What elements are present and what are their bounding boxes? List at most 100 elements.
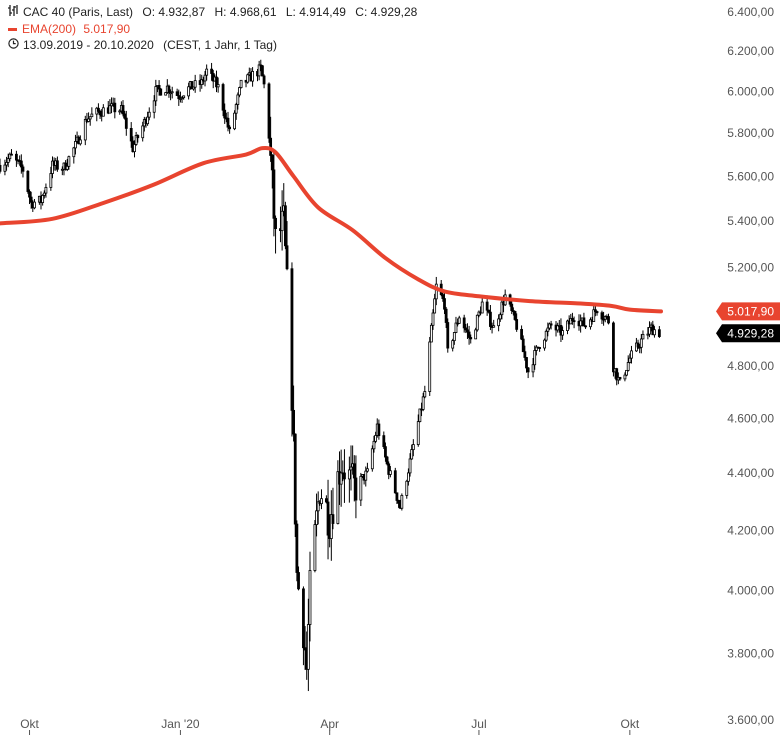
candle-body [618,376,622,380]
candle-body [97,107,100,112]
candle-body [113,102,117,113]
candle-body [175,91,179,96]
candle-body [295,523,299,573]
candle-body [270,155,274,171]
candle-body [272,169,276,219]
candle-body [500,301,504,316]
y-tick-label: 3.800,00 [727,646,774,660]
candle-body [653,329,656,336]
candle-body [469,337,473,340]
candle-body [33,201,36,209]
ema-value: 5.017,90 [83,22,131,36]
candle-body [257,64,261,77]
candle-body [28,191,31,198]
candle-body [457,317,461,324]
candle-body [384,446,387,458]
candle-body [423,391,427,398]
candle-body [200,79,204,85]
candle-body [51,160,54,174]
candle-body [261,65,264,77]
candle-body [60,168,64,171]
candle-body [441,294,445,299]
candle-body [193,80,197,88]
ema-price-badge-bg [716,302,780,321]
candle-body [292,409,295,435]
candle-body [146,116,150,125]
candle-body [538,347,542,349]
candle-body [548,323,551,329]
candle-body [364,470,368,481]
candle-body [377,423,381,437]
candle-body [343,472,346,480]
y-tick-label: 4.400,00 [727,466,774,480]
candle-body [584,325,587,328]
candle-body [182,95,186,99]
candle-body [636,342,640,348]
candle-body [607,316,610,324]
candle-body [592,309,596,322]
candle-body [274,217,277,230]
candle-body [487,309,491,313]
candle-body [593,309,597,312]
ema-name: EMA(200) [22,22,77,36]
candle-body [431,312,435,326]
legend-range-row: 13.09.2019 - 20.10.2020 (CEST, 1 Jahr, 1… [6,38,277,52]
candle-body [306,624,310,670]
candle-body [639,338,643,348]
candle-body [44,187,48,194]
close-value: 4.929,28 [370,5,418,19]
candle-body [372,440,376,450]
candle-body [464,327,468,331]
candle-body [515,319,519,330]
candle-body [428,341,432,392]
candle-body [385,456,389,465]
open-value: 4.932,87 [158,5,206,19]
candle-body [210,68,213,74]
candle-body [190,81,194,90]
candle-body [466,329,469,333]
candle-body [407,472,410,482]
candle-body [121,105,125,115]
candle-body [452,332,456,342]
candle-body [90,113,94,118]
candle-body [561,330,564,336]
ema-price-badge-label: 5.017,90 [727,304,774,318]
candle-body [498,314,502,320]
x-axis: Okt Jan '20 Apr Jul Okt [20,717,640,735]
date-range: 13.09.2019 - 20.10.2020 [23,38,154,52]
y-tick-label: 5.800,00 [727,126,774,140]
candle-body [520,328,523,340]
y-tick-label: 4.600,00 [727,411,774,425]
high-label: H: [214,5,227,19]
y-tick-label: 5.400,00 [727,214,774,228]
price-badges: 5.017,90 4.929,28 [716,302,780,343]
candle-body [324,498,328,503]
candle-body [8,153,12,160]
candle-body [124,117,128,129]
candle-body [408,458,412,474]
candle-body [316,501,320,512]
candle-body [72,147,76,158]
candle-body [215,76,218,88]
y-tick-label: 6.000,00 [727,84,774,98]
y-tick-label: 3.600,00 [727,713,774,727]
candle-body [0,164,2,172]
candle-body [388,470,392,475]
candle-body [56,160,59,170]
candle-body [169,92,172,95]
candle-body [467,331,471,338]
candle-body [187,86,191,97]
candle-body [167,85,171,94]
candle-body [451,340,455,349]
candle-body [228,126,232,130]
y-axis: 6.400,00 6.200,00 6.000,00 5.800,00 5.600,00… [727,5,774,727]
candle-body [234,104,238,114]
candle-body [395,492,399,501]
open-label: O: [142,5,156,19]
candle-body [87,118,90,122]
y-tick-label: 4.800,00 [727,359,774,373]
candle-body [98,110,102,116]
candle-body [42,192,46,196]
candle-body [134,135,138,145]
